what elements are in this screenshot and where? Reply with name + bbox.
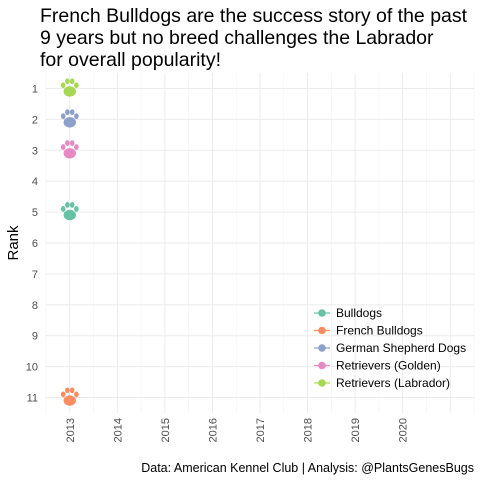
x-tick-label: 2015	[160, 418, 172, 442]
paw-toe	[61, 113, 66, 119]
paw-toe	[74, 113, 79, 119]
paw-toe	[61, 144, 66, 150]
y-tick-label: 9	[32, 331, 38, 343]
y-axis-title: Rank	[5, 225, 22, 261]
x-tick-label: 2013	[65, 418, 77, 442]
y-tick-label: 1	[32, 83, 38, 95]
x-tick-label: 2017	[255, 418, 267, 442]
paw-pad	[64, 395, 76, 405]
paw-toe	[61, 206, 66, 212]
y-tick-label: 2	[32, 114, 38, 126]
paw-pad	[64, 86, 76, 96]
legend-item: Retrievers (Labrador)	[314, 376, 450, 390]
paw-toe	[61, 391, 66, 397]
legend-key-dot	[318, 309, 326, 317]
paw-toe	[65, 140, 70, 146]
legend-item: Bulldogs	[314, 306, 382, 320]
paw-toe	[70, 387, 75, 393]
chart-title-line-1: French Bulldogs are the success story of…	[40, 5, 468, 27]
y-tick-label: 5	[32, 207, 38, 219]
paw-toe	[61, 82, 66, 88]
y-tick-label: 7	[32, 269, 38, 281]
paw-toe	[70, 109, 75, 115]
legend-label: French Bulldogs	[336, 324, 423, 338]
paw-toe	[74, 206, 79, 212]
paw-toe	[65, 78, 70, 84]
paw-toe	[70, 140, 75, 146]
legend-key-dot	[318, 344, 326, 352]
legend-label: Retrievers (Labrador)	[336, 376, 450, 390]
y-tick-label: 4	[32, 176, 38, 188]
paw-toe	[70, 78, 75, 84]
legend: Bulldogs French Bulldogs German Shepherd D…	[314, 306, 466, 390]
y-tick-label: 6	[32, 238, 38, 250]
paw-pad	[64, 117, 76, 127]
y-tick-label: 10	[26, 362, 38, 374]
paw-pad	[64, 210, 76, 220]
legend-item: Retrievers (Golden)	[314, 359, 441, 373]
paw-toe	[74, 82, 79, 88]
legend-label: Bulldogs	[336, 306, 382, 320]
legend-label: Retrievers (Golden)	[336, 359, 441, 373]
y-tick-label: 11	[27, 393, 38, 405]
chart-caption: Data: American Kennel Club | Analysis: @…	[141, 461, 474, 475]
paw-toe	[74, 144, 79, 150]
legend-key-dot	[318, 327, 326, 335]
y-tick-label: 3	[32, 145, 38, 157]
paw-toe	[65, 202, 70, 208]
x-tick-label: 2019	[350, 418, 362, 442]
paw-toe	[74, 391, 79, 397]
paw-toe	[70, 202, 75, 208]
legend-item: German Shepherd Dogs	[314, 341, 466, 355]
paw-pad	[64, 148, 76, 158]
chart-title-line-2: 9 years but no breed challenges the Labr…	[40, 27, 434, 49]
x-tick-label: 2020	[398, 418, 410, 442]
y-tick-label: 8	[32, 300, 38, 312]
legend-label: German Shepherd Dogs	[336, 341, 466, 355]
legend-key-dot	[318, 362, 326, 370]
x-tick-label: 2014	[112, 418, 124, 442]
x-tick-label: 2016	[207, 418, 219, 442]
x-tick-label: 2018	[303, 418, 315, 442]
paw-toe	[65, 109, 70, 115]
chart-title-line-3: for overall popularity!	[40, 49, 221, 71]
legend-key-dot	[318, 379, 326, 387]
paw-toe	[65, 387, 70, 393]
chart-title: French Bulldogs are the success story of…	[40, 5, 468, 71]
